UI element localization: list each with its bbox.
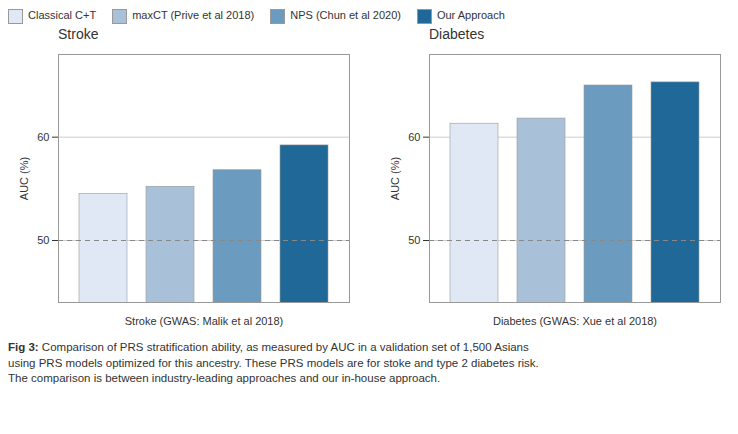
svg-text:Stroke (GWAS: Malik et al 2018: Stroke (GWAS: Malik et al 2018) (125, 315, 284, 327)
svg-text:50: 50 (37, 234, 49, 246)
svg-text:AUC (%): AUC (%) (389, 157, 401, 200)
html-text:NPS (Chun et al 2020): NPS (Chun et al 2020) (290, 8, 401, 21)
html-text:Diabetes: Diabetes (429, 26, 485, 42)
html-text:Fig 3: Comparison of PRS strat: Fig 3: Comparison of PRS stratification … (8, 341, 539, 384)
svg-text:AUC (%): AUC (%) (18, 157, 30, 200)
html-text:Our Approach: Our Approach (436, 8, 505, 21)
svg-text:60: 60 (37, 131, 49, 143)
html-text:maxCT (Prive et al 2018): maxCT (Prive et al 2018) (132, 8, 255, 21)
html-text:Classical C+T: Classical C+T (28, 8, 97, 21)
html-text:Stroke: Stroke (58, 26, 99, 42)
svg-text:50: 50 (408, 234, 420, 246)
svg-text:60: 60 (408, 131, 420, 143)
svg-text:Diabetes (GWAS: Xue et al 2018: Diabetes (GWAS: Xue et al 2018) (493, 315, 657, 327)
